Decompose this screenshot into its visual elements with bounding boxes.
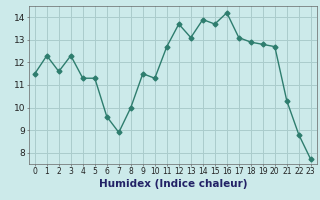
X-axis label: Humidex (Indice chaleur): Humidex (Indice chaleur): [99, 179, 247, 189]
